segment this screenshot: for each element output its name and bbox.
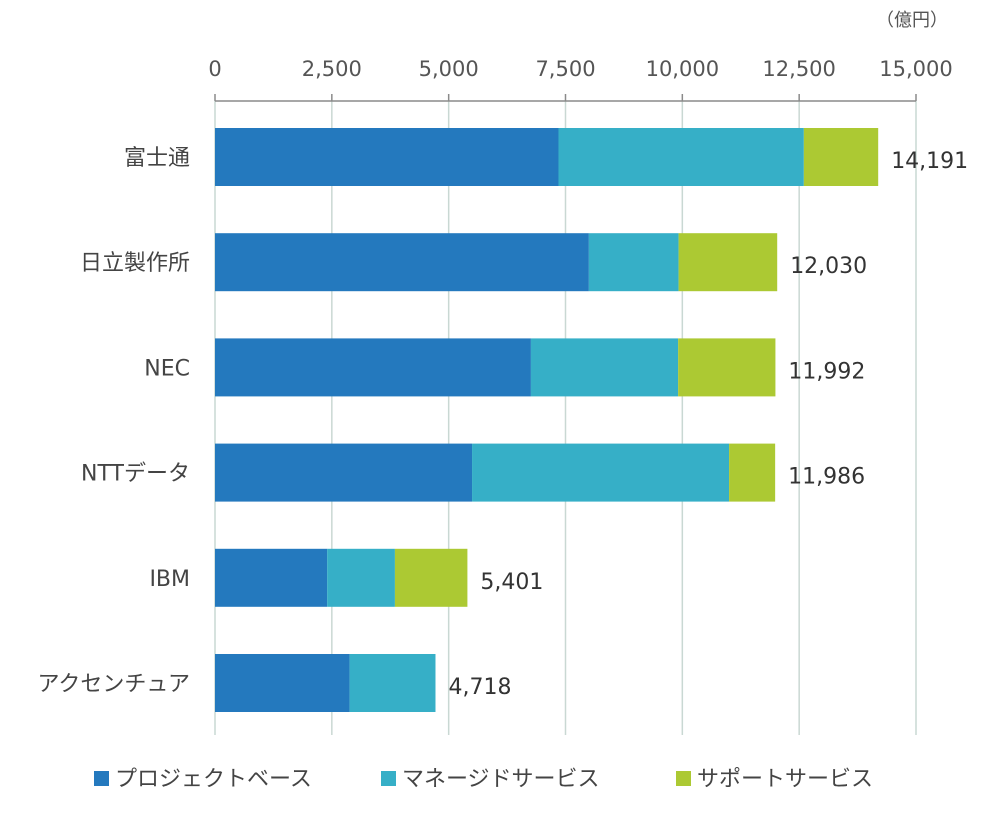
x-tick-label: 7,500	[535, 57, 595, 81]
x-tick-label: 5,000	[419, 57, 479, 81]
category-label: IBM	[149, 567, 190, 592]
x-tick-label: 15,000	[879, 57, 952, 81]
bar-segment	[215, 548, 328, 607]
bar-segment	[803, 128, 879, 186]
unit-label: （億円）	[876, 10, 948, 31]
category-label: 日立製作所	[80, 251, 190, 276]
x-axis: 0 2,500 5,000 7,500 10,000 12,500 15,000	[208, 57, 953, 102]
total-label: 4,718	[448, 675, 511, 700]
bar-segment	[215, 128, 559, 186]
bar-segment	[678, 338, 776, 397]
bar-segment	[729, 443, 776, 502]
x-tick-label: 10,000	[646, 57, 719, 81]
total-label: 11,986	[788, 465, 865, 490]
legend-label: プロジェクトベース	[115, 767, 312, 792]
legend-swatch	[381, 771, 396, 786]
labels: 富士通 14,191 日立製作所 12,030 NEC 11,992 NTTデータ 11,98…	[38, 146, 969, 700]
x-tick-label: 12,500	[762, 57, 835, 81]
bar-segment	[215, 233, 589, 292]
legend: プロジェクトベース マネージドサービス サポートサービス	[94, 767, 873, 792]
category-label: 富士通	[124, 146, 190, 171]
legend-label: サポートサービス	[697, 767, 873, 792]
x-tick-label: 2,500	[302, 57, 362, 81]
category-label: NEC	[144, 356, 190, 381]
gridlines	[214, 101, 917, 735]
bar-segment	[215, 654, 350, 712]
total-label: 5,401	[480, 570, 543, 595]
bar-segment	[588, 233, 679, 292]
bar-segment	[215, 443, 473, 502]
bar-segment	[558, 128, 804, 186]
bar-segment	[472, 443, 730, 502]
bar-segment	[530, 338, 679, 397]
bars	[215, 128, 879, 712]
total-label: 12,030	[790, 254, 867, 279]
bar-segment	[349, 654, 436, 712]
legend-swatch	[676, 771, 691, 786]
total-label: 11,992	[788, 359, 865, 384]
category-label: NTTデータ	[81, 462, 190, 487]
bar-segment	[327, 548, 395, 607]
category-label: アクセンチュア	[38, 672, 190, 697]
bar-segment	[394, 548, 468, 607]
bar-segment	[678, 233, 778, 292]
x-tick-label: 0	[208, 57, 221, 81]
legend-label: マネージドサービス	[402, 767, 600, 792]
total-label: 14,191	[891, 149, 968, 174]
bar-segment	[215, 338, 531, 397]
legend-swatch	[94, 771, 109, 786]
